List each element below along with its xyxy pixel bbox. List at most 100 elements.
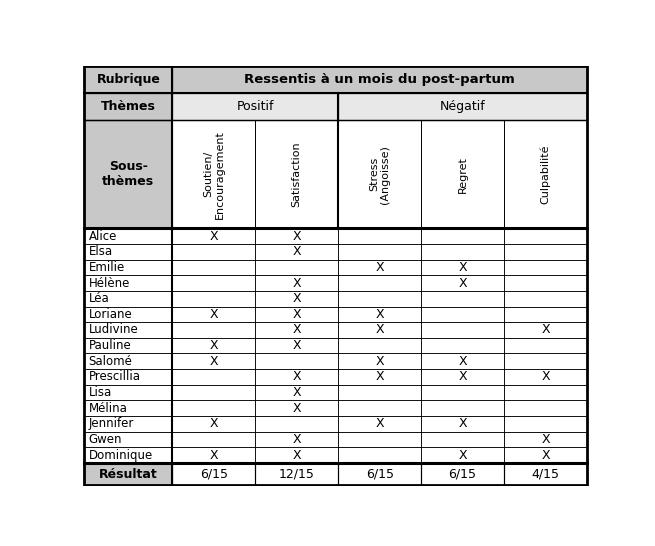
Text: X: X: [292, 245, 301, 258]
Bar: [172, 67, 587, 93]
Text: Alice: Alice: [88, 230, 117, 242]
Text: 12/15: 12/15: [279, 467, 314, 480]
Text: X: X: [458, 276, 467, 289]
Bar: [255, 338, 338, 353]
Text: X: X: [458, 417, 467, 430]
Text: Thèmes: Thèmes: [101, 100, 156, 113]
Text: X: X: [375, 355, 384, 368]
Bar: [84, 120, 172, 228]
Text: X: X: [292, 323, 301, 336]
Text: X: X: [292, 230, 301, 242]
Text: X: X: [375, 261, 384, 274]
Bar: [172, 400, 255, 416]
Bar: [504, 228, 587, 244]
Bar: [421, 353, 504, 369]
Text: Satisfaction: Satisfaction: [291, 141, 302, 207]
Text: Stress
(Angoisse): Stress (Angoisse): [369, 145, 390, 204]
Text: 6/15: 6/15: [200, 467, 228, 480]
Bar: [338, 369, 421, 385]
Bar: [421, 322, 504, 338]
Bar: [504, 416, 587, 432]
Bar: [84, 463, 172, 485]
Text: Culpabilité: Culpabilité: [540, 144, 551, 204]
Bar: [504, 259, 587, 275]
Bar: [504, 353, 587, 369]
Bar: [255, 385, 338, 400]
Bar: [255, 259, 338, 275]
Text: 4/15: 4/15: [531, 467, 559, 480]
Bar: [421, 338, 504, 353]
Bar: [504, 400, 587, 416]
Text: X: X: [292, 308, 301, 321]
Bar: [421, 369, 504, 385]
Bar: [421, 291, 504, 306]
Bar: [255, 416, 338, 432]
Bar: [84, 67, 172, 93]
Bar: [172, 353, 255, 369]
Text: X: X: [541, 323, 550, 336]
Bar: [504, 275, 587, 291]
Bar: [504, 369, 587, 385]
Bar: [255, 353, 338, 369]
Bar: [255, 463, 338, 485]
Bar: [172, 322, 255, 338]
Text: Prescillia: Prescillia: [88, 370, 140, 383]
Text: X: X: [210, 308, 218, 321]
Bar: [255, 120, 338, 228]
Bar: [504, 463, 587, 485]
Bar: [338, 338, 421, 353]
Text: Regret: Regret: [458, 156, 468, 193]
Bar: [338, 275, 421, 291]
Bar: [84, 447, 172, 463]
Bar: [172, 291, 255, 306]
Bar: [84, 353, 172, 369]
Bar: [84, 259, 172, 275]
Text: X: X: [210, 230, 218, 242]
Bar: [172, 228, 255, 244]
Text: X: X: [210, 355, 218, 368]
Text: X: X: [375, 323, 384, 336]
Text: X: X: [292, 370, 301, 383]
Bar: [84, 322, 172, 338]
Bar: [172, 369, 255, 385]
Bar: [84, 338, 172, 353]
Bar: [172, 385, 255, 400]
Bar: [84, 400, 172, 416]
Bar: [338, 353, 421, 369]
Bar: [255, 275, 338, 291]
Bar: [172, 432, 255, 447]
Bar: [338, 385, 421, 400]
Bar: [172, 306, 255, 322]
Bar: [255, 228, 338, 244]
Bar: [338, 322, 421, 338]
Bar: [421, 432, 504, 447]
Bar: [338, 400, 421, 416]
Bar: [504, 306, 587, 322]
Bar: [421, 416, 504, 432]
Bar: [504, 120, 587, 228]
Bar: [338, 306, 421, 322]
Text: X: X: [541, 449, 550, 461]
Bar: [84, 244, 172, 259]
Bar: [504, 322, 587, 338]
Bar: [172, 463, 255, 485]
Bar: [172, 120, 255, 228]
Bar: [421, 120, 504, 228]
Bar: [255, 369, 338, 385]
Text: X: X: [458, 355, 467, 368]
Text: Elsa: Elsa: [88, 245, 113, 258]
Text: Résultat: Résultat: [99, 467, 158, 480]
Bar: [255, 291, 338, 306]
Bar: [172, 244, 255, 259]
Bar: [338, 416, 421, 432]
Bar: [504, 432, 587, 447]
Text: X: X: [375, 417, 384, 430]
Text: X: X: [292, 433, 301, 446]
Text: X: X: [292, 276, 301, 289]
Bar: [504, 447, 587, 463]
Bar: [84, 93, 172, 120]
Bar: [338, 120, 421, 228]
Text: Emilie: Emilie: [88, 261, 124, 274]
Text: Soutien/
Encouragement: Soutien/ Encouragement: [203, 129, 225, 218]
Bar: [338, 93, 587, 120]
